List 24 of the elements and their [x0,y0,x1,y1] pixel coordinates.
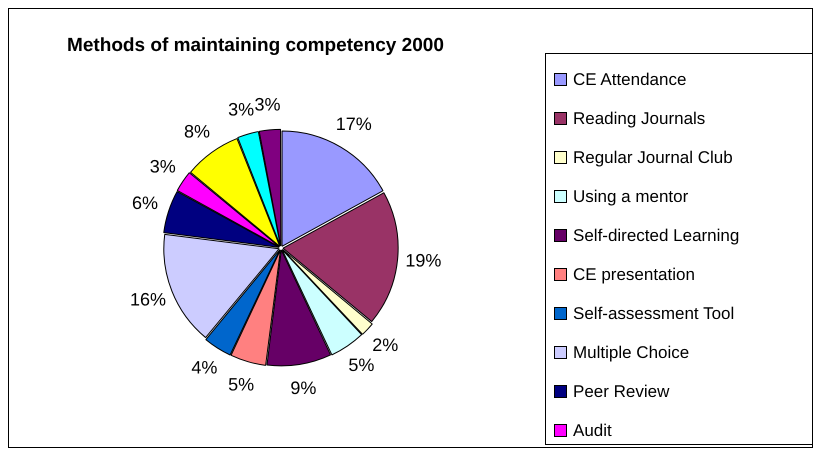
data-label: 2% [372,334,398,355]
data-label: 5% [228,374,254,394]
data-label: 5% [348,355,374,376]
legend-label: Self-assessment Tool [573,304,734,324]
data-label: 8% [184,121,210,142]
data-label: 17% [336,114,372,134]
legend-label: CE Attendance [573,70,686,90]
chart-title: Methods of maintaining competency 2000 [67,35,444,57]
legend-label: Peer Review [573,382,670,402]
data-label: 3% [228,100,254,120]
legend-label: Regular Journal Club [573,148,733,168]
legend-label: Audit [573,420,612,440]
data-label: 4% [191,358,218,378]
data-label: 3% [150,156,176,177]
legend-label: Multiple Choice [573,342,690,362]
legend-label: Using a mentor [573,186,688,206]
data-label: 16% [130,290,166,310]
legend-label: CE presentation [573,264,695,284]
data-label: 6% [132,192,158,213]
data-label: 9% [290,378,316,398]
legend-label: Self-directed Learning [573,226,740,246]
data-label: 3% [254,94,281,115]
legend-label: Reading Journals [573,108,706,128]
data-label: 19% [405,250,442,270]
